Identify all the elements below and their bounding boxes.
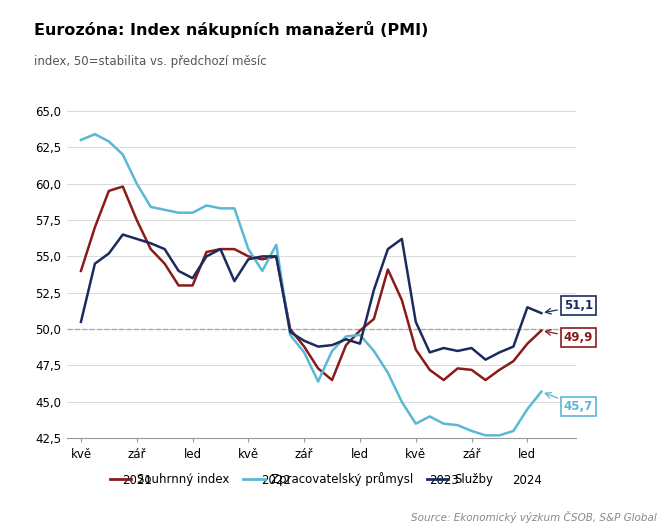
Text: 2023: 2023 (429, 474, 458, 487)
Text: 51,1: 51,1 (545, 299, 593, 314)
Text: Source: Ekonomický výzkum ČSOB, S&P Global: Source: Ekonomický výzkum ČSOB, S&P Glob… (411, 511, 657, 523)
Text: Eurozóna: Index nákupních manažerů (PMI): Eurozóna: Index nákupních manažerů (PMI) (34, 21, 428, 38)
Legend: Souhrnný index, Zpracovatelský průmysl, Služby: Souhrnný index, Zpracovatelský průmysl, … (105, 467, 498, 491)
Text: 2021: 2021 (122, 474, 151, 487)
Text: 2024: 2024 (513, 474, 542, 487)
Text: 45,7: 45,7 (545, 393, 593, 413)
Text: 2022: 2022 (261, 474, 291, 487)
Text: 49,9: 49,9 (545, 329, 593, 344)
Text: index, 50=stabilita vs. předchozí měsíc: index, 50=stabilita vs. předchozí měsíc (34, 55, 266, 69)
